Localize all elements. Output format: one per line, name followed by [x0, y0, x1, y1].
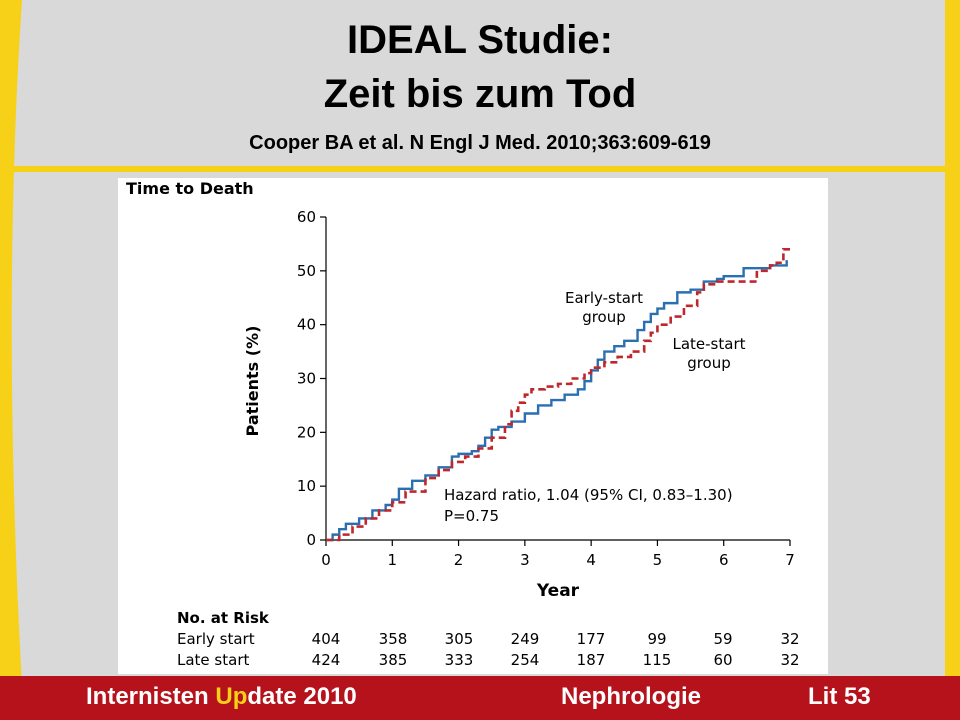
- footer-band: [0, 676, 960, 720]
- footer-brand-highlight: Up: [215, 683, 248, 710]
- y-tick-label: 60: [297, 208, 316, 226]
- footer-brand-post: date 2010: [247, 683, 357, 710]
- chart-panel: [118, 178, 828, 674]
- risk-value-late: 333: [445, 651, 474, 669]
- risk-row-label-late: Late start: [177, 651, 249, 669]
- x-tick-label: 7: [785, 551, 795, 569]
- footer-section: Nephrologie: [561, 683, 702, 710]
- y-tick-label: 30: [297, 370, 316, 388]
- y-tick-label: 20: [297, 423, 316, 441]
- late-start-label-line1: Late-start: [672, 335, 745, 353]
- risk-table-values: 404 358 305 249 177 99 59 32 424 385 333 254 187 115 6…: [312, 630, 800, 669]
- header-divider: [10, 166, 960, 172]
- slide-title-line1: IDEAL Studie:: [347, 18, 613, 62]
- risk-table-title: No. at Risk: [177, 609, 270, 627]
- x-tick-label: 5: [653, 551, 663, 569]
- x-tick-label: 0: [321, 551, 331, 569]
- hazard-ratio-annotation: Hazard ratio, 1.04 (95% CI, 0.83–1.30): [444, 486, 733, 504]
- x-tick-label: 2: [454, 551, 464, 569]
- x-tick-label: 1: [388, 551, 398, 569]
- late-start-label-line2: group: [687, 354, 731, 372]
- slide-title-line2: Zeit bis zum Tod: [323, 72, 637, 116]
- risk-value-late: 115: [643, 651, 672, 669]
- footer-brand: Internisten Update 2010: [86, 683, 357, 711]
- risk-value-late: 424: [312, 651, 341, 669]
- risk-value-early: 99: [647, 630, 666, 648]
- x-tick-label: 4: [586, 551, 596, 569]
- chart-title: Time to Death: [126, 179, 254, 198]
- footer-brand-pre: Internisten: [86, 683, 216, 710]
- risk-value-early: 177: [577, 630, 606, 648]
- left-accent-band: [0, 0, 24, 720]
- chart-axes: 0 1 2 3 4 5 6 7 0 10 20 30 40 50 60: [297, 208, 795, 569]
- y-tick-label: 40: [297, 316, 316, 334]
- risk-value-early: 249: [511, 630, 540, 648]
- late-start-curve: [326, 248, 790, 542]
- risk-row-label-early: Early start: [177, 630, 255, 648]
- slide-citation: Cooper BA et al. N Engl J Med. 2010;363:…: [249, 132, 711, 154]
- risk-value-early: 59: [713, 630, 732, 648]
- risk-value-late: 254: [511, 651, 540, 669]
- risk-value-early: 404: [312, 630, 341, 648]
- risk-value-early: 358: [379, 630, 408, 648]
- early-start-label-line2: group: [582, 308, 626, 326]
- y-tick-label: 10: [297, 477, 316, 495]
- risk-value-early: 305: [445, 630, 474, 648]
- right-accent-strip: [945, 0, 960, 720]
- risk-value-late: 187: [577, 651, 606, 669]
- early-start-label-line1: Early-start: [565, 289, 643, 307]
- footer-page-ref: Lit 53: [808, 683, 871, 710]
- y-tick-label: 50: [297, 262, 316, 280]
- chart-curves: [326, 248, 790, 542]
- x-axis-label: Year: [536, 581, 580, 601]
- x-tick-label: 3: [520, 551, 530, 569]
- x-tick-label: 6: [719, 551, 729, 569]
- p-value-annotation: P=0.75: [444, 507, 499, 525]
- risk-value-late: 385: [379, 651, 408, 669]
- risk-value-late: 60: [713, 651, 732, 669]
- risk-value-early: 32: [780, 630, 799, 648]
- risk-value-late: 32: [780, 651, 799, 669]
- y-axis-label: Patients (%): [243, 326, 262, 437]
- y-tick-label: 0: [306, 531, 316, 549]
